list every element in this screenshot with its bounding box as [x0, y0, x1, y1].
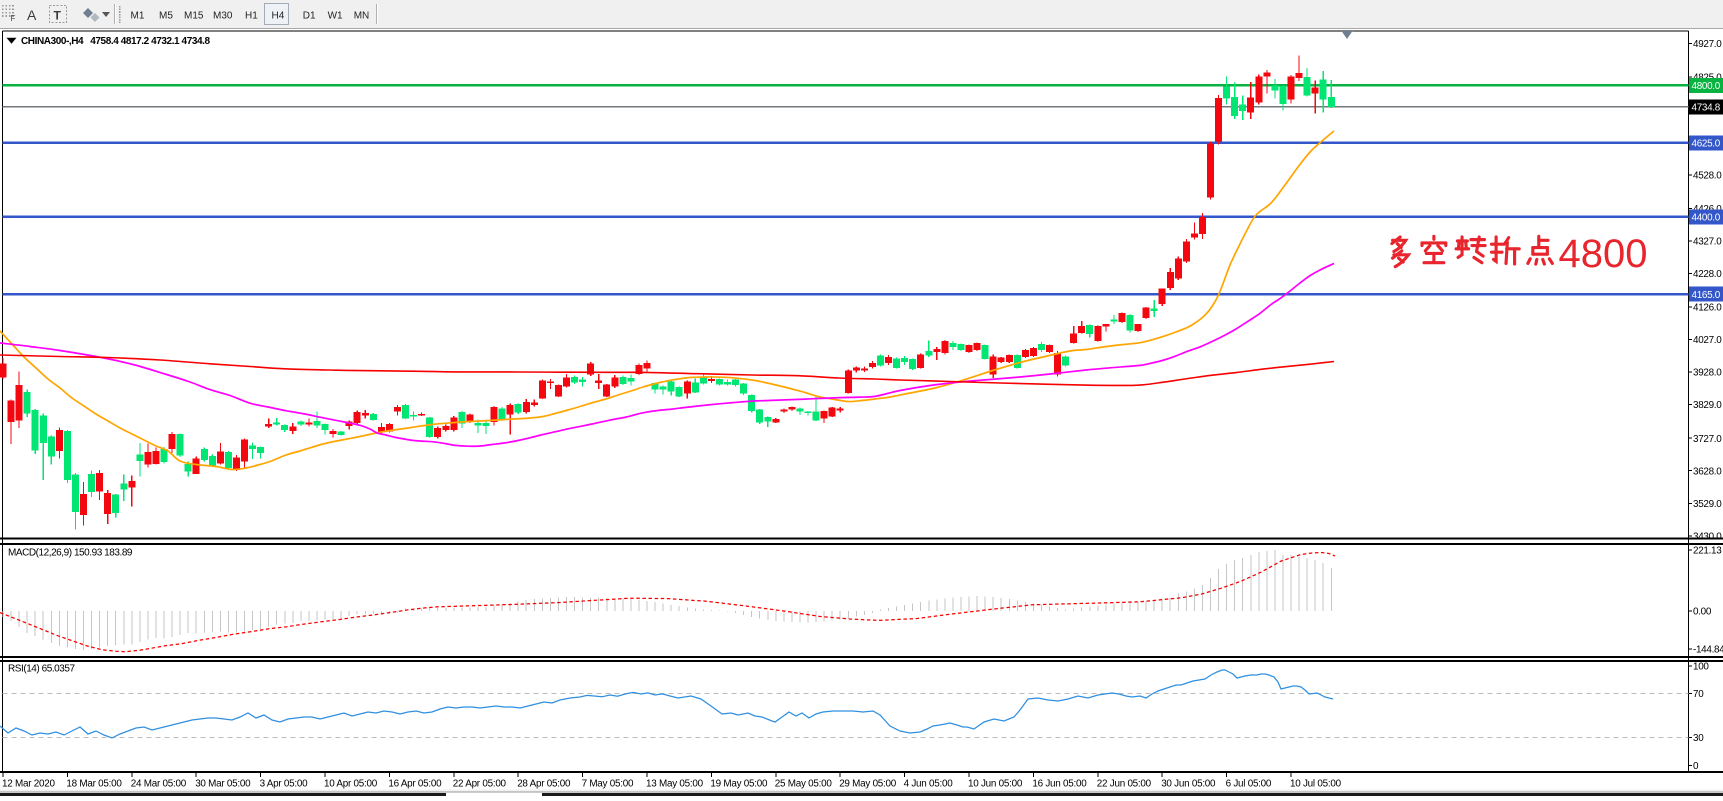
svg-text:4625.0: 4625.0	[1692, 139, 1721, 150]
svg-text:0: 0	[1693, 761, 1699, 772]
svg-text:30 Jun 05:00: 30 Jun 05:00	[1161, 779, 1216, 790]
svg-text:CHINA300-,H4 4758.4 4817.2 4: CHINA300-,H4 4758.4 4817.2 4732.1 4734.8	[21, 36, 210, 47]
svg-text:10 Jun 05:00: 10 Jun 05:00	[968, 779, 1023, 790]
svg-text:22 Apr 05:00: 22 Apr 05:00	[453, 779, 507, 790]
svg-text:13 May 05:00: 13 May 05:00	[646, 779, 704, 790]
svg-text:25 May 05:00: 25 May 05:00	[775, 779, 833, 790]
svg-text:70: 70	[1693, 689, 1704, 700]
svg-text:16 Jun 05:00: 16 Jun 05:00	[1032, 779, 1087, 790]
svg-text:28 Apr 05:00: 28 Apr 05:00	[517, 779, 571, 790]
svg-text:18 Mar 05:00: 18 Mar 05:00	[66, 779, 122, 790]
svg-text:F: F	[11, 14, 16, 23]
svg-text:-144.84: -144.84	[1693, 645, 1723, 656]
svg-text:30 Mar 05:00: 30 Mar 05:00	[195, 779, 251, 790]
svg-text:D1: D1	[303, 11, 316, 22]
svg-text:3430.0: 3430.0	[1693, 531, 1722, 542]
svg-text:10 Apr 05:00: 10 Apr 05:00	[324, 779, 378, 790]
svg-text:19 May 05:00: 19 May 05:00	[710, 779, 768, 790]
svg-text:4528.0: 4528.0	[1693, 170, 1722, 181]
svg-text:M5: M5	[159, 11, 173, 22]
svg-text:4228.0: 4228.0	[1693, 269, 1722, 280]
svg-text:4800: 4800	[1559, 232, 1648, 276]
svg-text:12 Mar 2020: 12 Mar 2020	[2, 779, 55, 790]
svg-text:A: A	[27, 7, 37, 23]
svg-text:4734.8: 4734.8	[1692, 102, 1721, 113]
svg-text:4400.0: 4400.0	[1692, 213, 1721, 224]
svg-text:MACD(12,26,9) 150.93 183.89: MACD(12,26,9) 150.93 183.89	[8, 548, 133, 559]
svg-text:24 Mar 05:00: 24 Mar 05:00	[131, 779, 187, 790]
svg-text:16 Apr 05:00: 16 Apr 05:00	[388, 779, 442, 790]
svg-text:H1: H1	[245, 11, 258, 22]
svg-text:3529.0: 3529.0	[1693, 499, 1722, 510]
svg-text:4 Jun 05:00: 4 Jun 05:00	[904, 779, 954, 790]
svg-text:T: T	[54, 9, 62, 23]
svg-text:100: 100	[1693, 662, 1709, 673]
svg-text:4327.0: 4327.0	[1693, 237, 1722, 248]
svg-text:6 Jul 05:00: 6 Jul 05:00	[1226, 779, 1272, 790]
svg-text:30: 30	[1693, 733, 1704, 744]
svg-text:MN: MN	[354, 11, 370, 22]
svg-text:3928.0: 3928.0	[1693, 368, 1722, 379]
svg-text:H4: H4	[272, 11, 285, 22]
svg-text:3727.0: 3727.0	[1693, 434, 1722, 445]
svg-text:4927.0: 4927.0	[1693, 39, 1722, 50]
svg-text:W1: W1	[328, 11, 343, 22]
svg-text:29 May 05:00: 29 May 05:00	[839, 779, 897, 790]
svg-text:M1: M1	[131, 11, 145, 22]
svg-text:7 May 05:00: 7 May 05:00	[582, 779, 634, 790]
svg-text:M15: M15	[184, 11, 204, 22]
svg-text:221.13: 221.13	[1693, 546, 1722, 557]
svg-text:M30: M30	[213, 11, 233, 22]
svg-text:0.00: 0.00	[1693, 607, 1712, 618]
svg-text:22 Jun 05:00: 22 Jun 05:00	[1097, 779, 1152, 790]
svg-text:10 Jul 05:00: 10 Jul 05:00	[1290, 779, 1342, 790]
svg-text:3628.0: 3628.0	[1693, 466, 1722, 477]
svg-text:4126.0: 4126.0	[1693, 303, 1722, 314]
svg-text:RSI(14) 65.0357: RSI(14) 65.0357	[8, 664, 76, 675]
svg-text:4027.0: 4027.0	[1693, 335, 1722, 346]
svg-text:3829.0: 3829.0	[1693, 400, 1722, 411]
svg-text:4165.0: 4165.0	[1692, 290, 1721, 301]
svg-text:3 Apr 05:00: 3 Apr 05:00	[260, 779, 309, 790]
svg-text:4800.0: 4800.0	[1692, 81, 1721, 92]
